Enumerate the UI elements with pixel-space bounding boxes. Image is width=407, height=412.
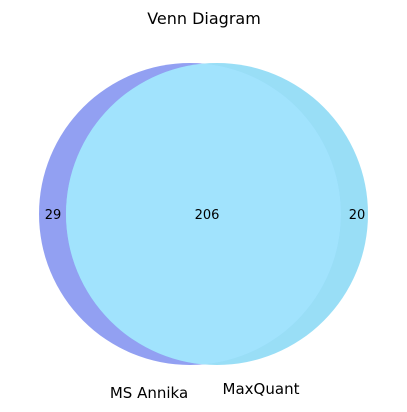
set-label-maxquant: MaxQuant xyxy=(223,380,300,398)
set-label-ms-annika: MS Annika xyxy=(110,384,188,402)
count-maxquant-only: 20 xyxy=(349,208,366,223)
intersection-region xyxy=(66,63,341,365)
count-ms-annika-only: 29 xyxy=(45,208,62,223)
count-intersection: 206 xyxy=(195,208,220,223)
chart-title: Venn Diagram xyxy=(147,9,261,28)
